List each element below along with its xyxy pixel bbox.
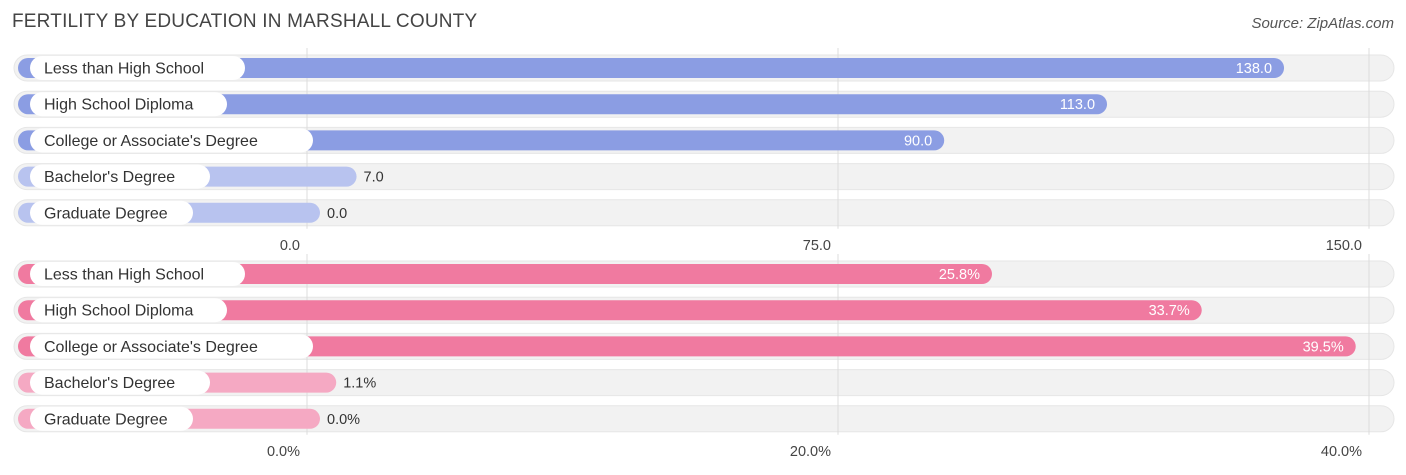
fertility-pct-bar-less-than-high-school (18, 264, 992, 284)
fertility-pct-category-label: Graduate Degree (44, 411, 168, 428)
fertility-rate-tick-label: 75.0 (803, 238, 831, 254)
fertility-rate-category-label: College or Associate's Degree (44, 133, 258, 150)
fertility-rate-label-pill-college-or-associate-s-degree (30, 128, 313, 153)
fertility-rate-label-pill-bachelor-s-degree (30, 164, 210, 189)
fertility-rate-category-label: High School Diploma (44, 97, 194, 114)
fertility-rate-label-pill-graduate-degree (30, 200, 193, 225)
fertility-rate-value-label: 7.0 (364, 170, 384, 186)
fertility-pct-category-label: Bachelor's Degree (44, 375, 175, 392)
fertility-rate-value-label: 113.0 (1060, 97, 1095, 113)
fertility-rate-track-bachelor-s-degree (13, 163, 1395, 191)
fertility-pct-label-pill-graduate-degree (30, 406, 193, 431)
fertility-rate-tick-label: 0.0 (280, 238, 300, 254)
fertility-pct-category-label: High School Diploma (44, 303, 194, 320)
fertility-pct-category-label: Less than High School (44, 267, 204, 284)
fertility-rate-value-label: 138.0 (1236, 61, 1272, 77)
fertility-pct-value-label: 1.1% (343, 376, 376, 392)
fertility-pct-value-label: 25.8% (939, 267, 980, 283)
fertility-pct-tick-label: 40.0% (1321, 444, 1362, 460)
fertility-pct-label-pill-less-than-high-school (30, 262, 245, 286)
source-label: Source: ZipAtlas.com (1251, 15, 1394, 32)
fertility-rate-value-label: 0.0 (327, 206, 347, 222)
fertility-pct-tick-label: 0.0% (267, 444, 300, 460)
fertility-pct-value-label: 33.7% (1149, 303, 1190, 319)
fertility-pct-label-pill-college-or-associate-s-degree (30, 334, 313, 359)
fertility-pct-bar-college-or-associate-s-degree (18, 336, 1356, 357)
fertility-rate-category-label: Less than High School (44, 61, 204, 78)
fertility-pct-category-label: College or Associate's Degree (44, 339, 258, 356)
fertility-rate-tick-label: 150.0 (1326, 238, 1362, 254)
fertility-rate-track-graduate-degree (13, 199, 1395, 227)
fertility-rate-bar-high-school-diploma (18, 94, 1108, 115)
fertility-pct-track-graduate-degree (13, 405, 1395, 433)
fertility-rate-category-label: Graduate Degree (44, 205, 168, 222)
fertility-pct-bar-high-school-diploma (18, 300, 1202, 321)
fertility-rate-label-pill-high-school-diploma (30, 92, 227, 117)
fertility-rate-label-pill-less-than-high-school (30, 56, 245, 80)
fertility-pct-label-pill-bachelor-s-degree (30, 370, 210, 395)
fertility-pct-value-label: 0.0% (327, 412, 360, 428)
chart-title: FERTILITY BY EDUCATION IN MARSHALL COUNT… (12, 11, 478, 32)
fertility-pct-track-bachelor-s-degree (13, 369, 1395, 397)
fertility-rate-value-label: 90.0 (904, 133, 932, 149)
fertility-pct-tick-label: 20.0% (790, 444, 831, 460)
fertility-pct-label-pill-high-school-diploma (30, 298, 227, 323)
fertility-rate-category-label: Bachelor's Degree (44, 169, 175, 186)
fertility-pct-value-label: 39.5% (1303, 339, 1344, 355)
fertility-rate-bar-less-than-high-school (18, 58, 1285, 78)
